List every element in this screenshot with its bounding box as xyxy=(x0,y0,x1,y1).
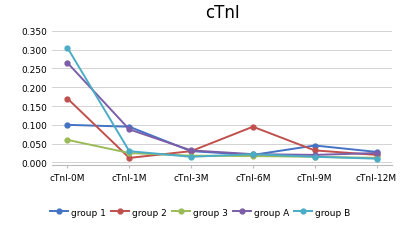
Line: group 3: group 3 xyxy=(65,138,379,161)
group A xyxy=(65,62,70,65)
Line: group A: group A xyxy=(65,61,379,158)
group B xyxy=(312,156,317,158)
group 3 xyxy=(374,157,379,160)
group 3 xyxy=(127,152,132,155)
group 2 xyxy=(250,126,255,128)
group 2 xyxy=(65,98,70,100)
group 3 xyxy=(189,155,194,157)
group 1 xyxy=(127,126,132,128)
group B xyxy=(127,150,132,153)
Title: cTnI: cTnI xyxy=(205,4,239,22)
group 2 xyxy=(312,149,317,152)
group A xyxy=(189,149,194,152)
group B xyxy=(189,156,194,158)
Legend: group 1, group 2, group 3, group A, group B: group 1, group 2, group 3, group A, grou… xyxy=(46,204,354,220)
group 1 xyxy=(65,124,70,127)
group 3 xyxy=(250,155,255,158)
Line: group 2: group 2 xyxy=(65,97,379,161)
group 3 xyxy=(312,156,317,158)
group 2 xyxy=(374,154,379,157)
group 2 xyxy=(127,157,132,160)
Line: group B: group B xyxy=(65,46,379,161)
group 1 xyxy=(374,151,379,154)
group B xyxy=(374,158,379,160)
group 1 xyxy=(250,154,255,157)
group A xyxy=(127,128,132,131)
group B xyxy=(250,153,255,156)
group 1 xyxy=(312,145,317,147)
Line: group 1: group 1 xyxy=(65,123,379,158)
group A xyxy=(250,153,255,156)
group 2 xyxy=(189,150,194,153)
group 3 xyxy=(65,139,70,142)
group B xyxy=(65,47,70,50)
group A xyxy=(374,152,379,155)
group A xyxy=(312,154,317,157)
group 1 xyxy=(189,150,194,153)
